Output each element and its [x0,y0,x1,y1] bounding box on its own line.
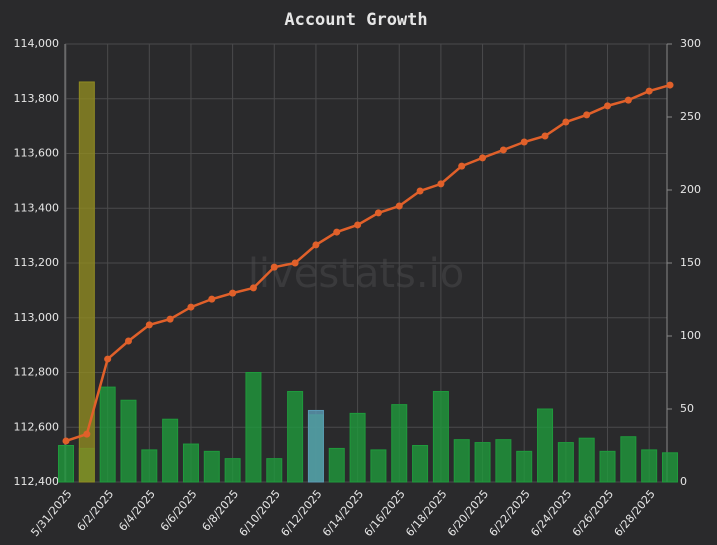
y-tick-label: 113,800 [14,92,60,105]
bar [120,399,137,483]
bar [662,452,678,483]
point [270,263,278,271]
bar [328,447,345,483]
point [583,111,591,119]
y-tick-label: 113,600 [14,147,60,160]
bar [78,81,95,483]
bar [370,449,387,483]
bar [495,439,512,483]
point [666,81,674,89]
watermark: livestats.io [248,251,464,297]
bar [224,458,241,483]
chart-title: Account Growth [284,10,427,30]
point [458,162,466,170]
point [499,146,507,154]
point [145,321,153,329]
point [229,289,237,297]
bar [641,449,658,483]
bar [412,445,429,483]
bar [349,412,366,483]
bar [578,437,595,483]
bar [141,449,158,483]
bar [516,450,533,483]
bar [599,450,616,483]
bar [620,436,637,483]
point [374,209,382,217]
y-tick-label: 112,800 [14,366,60,379]
point [124,337,132,345]
point [62,437,70,445]
bar [162,418,179,483]
y-tick-label: 113,400 [14,201,60,214]
point [291,259,299,267]
point [83,430,91,438]
y-tick-label: 113,200 [14,256,60,269]
point [354,221,362,229]
point [541,132,549,140]
point [312,241,320,249]
point [520,138,528,146]
bar [453,439,470,483]
point [624,96,632,104]
point [562,118,570,126]
y-tick-label: 114,000 [14,37,60,50]
line [65,83,671,443]
point [187,303,195,311]
y2-tick-label: 150 [680,256,701,269]
point [604,102,612,110]
y2-tick-label: 100 [680,329,701,342]
bar [58,445,74,483]
y-tick-label: 112,400 [14,475,60,488]
y2-tick-label: 200 [680,183,701,196]
point [437,180,445,188]
y2-tick-label: 250 [680,110,701,123]
point [333,228,341,236]
bar [203,450,220,483]
point [208,295,216,303]
point [395,202,403,210]
bar [307,409,324,483]
bar [99,386,116,483]
bar [266,458,283,483]
bar [287,390,304,483]
bar [432,390,449,483]
point [249,284,257,292]
y2-tick-label: 0 [680,475,687,488]
y2-tick-label: 50 [680,402,694,415]
bar [537,408,554,483]
bar [245,372,262,483]
point [645,87,653,95]
y-tick-label: 112,600 [14,420,60,433]
point [479,154,487,162]
point [416,187,424,195]
y2-tick-label: 300 [680,37,701,50]
point [166,315,174,323]
bar [182,443,199,483]
bar [391,404,408,483]
y-tick-label: 113,000 [14,311,60,324]
point [104,355,112,363]
bar [474,442,491,483]
bar [557,442,574,483]
